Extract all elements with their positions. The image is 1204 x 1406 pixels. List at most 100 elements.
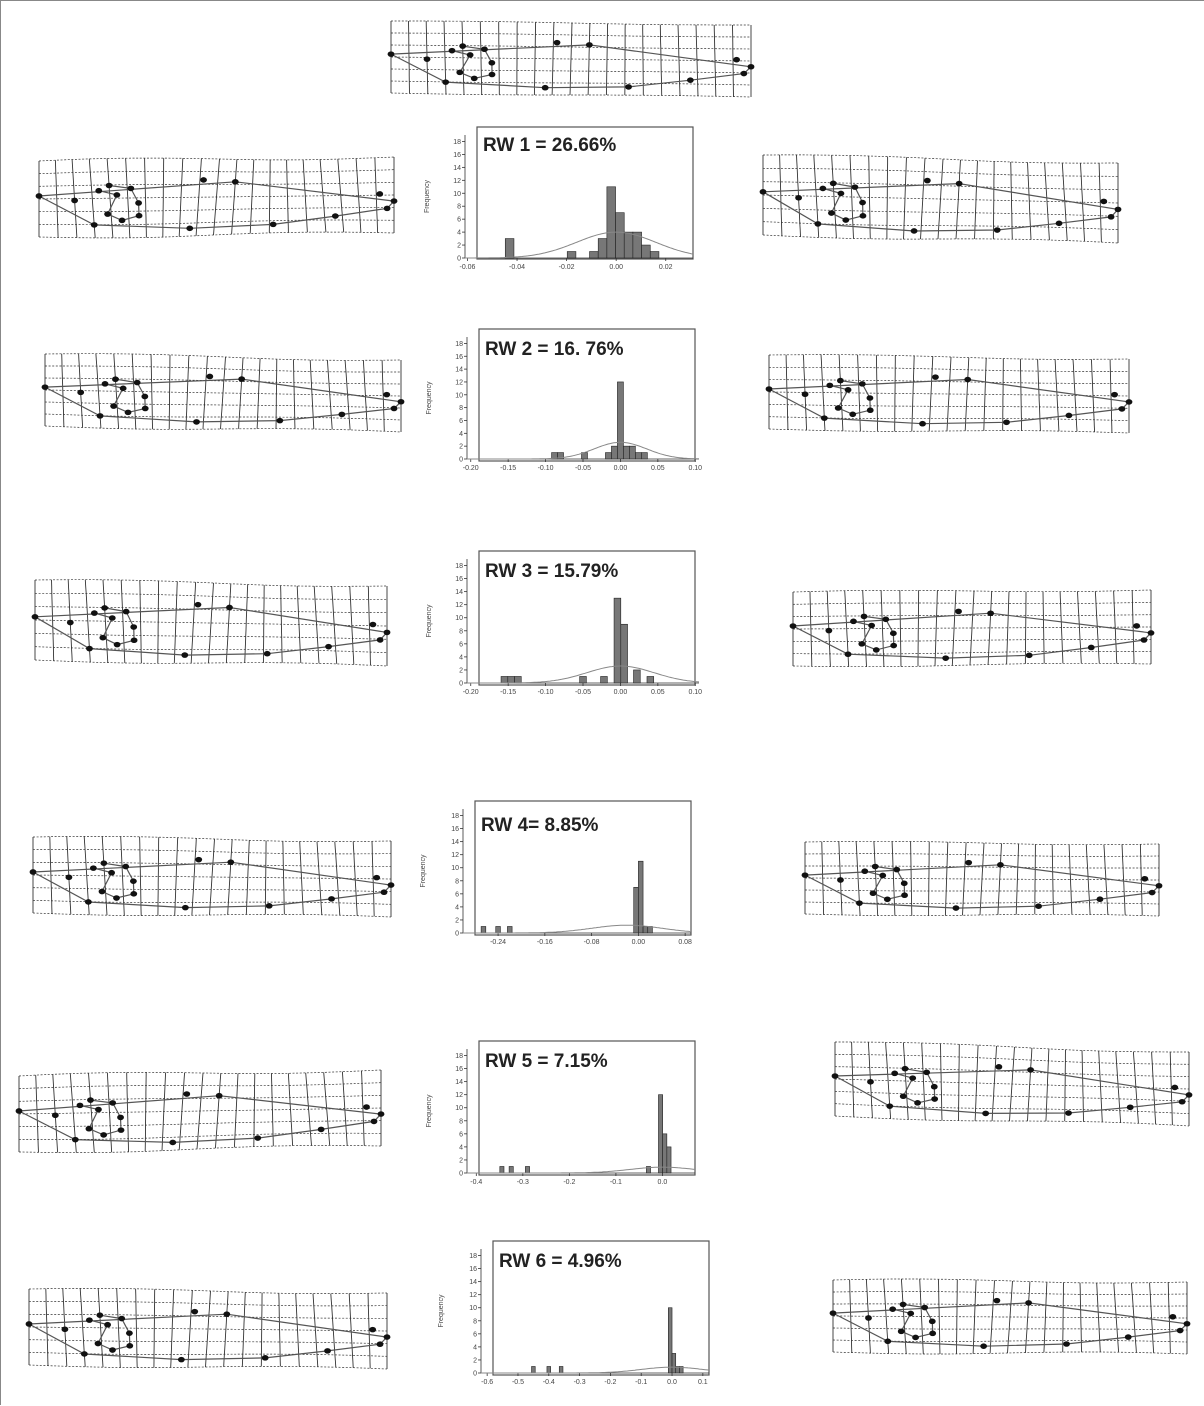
x-tick-label: -0.20 [463, 465, 479, 472]
landmark-point [838, 191, 845, 197]
landmark-point [67, 620, 74, 626]
landmark-point [77, 390, 84, 396]
histogram-bar [667, 1147, 671, 1173]
landmark-point [893, 867, 900, 873]
landmark-point [889, 1306, 896, 1312]
histogram-bar [614, 598, 621, 683]
grid-column-line [261, 1293, 262, 1367]
grid-column-line [197, 1073, 203, 1149]
grid-column-line [154, 1289, 155, 1367]
grid-row-line [769, 429, 1129, 433]
landmark-point [142, 406, 149, 412]
grid-column-line [214, 159, 220, 235]
y-tick-label: 8 [473, 1318, 477, 1325]
x-tick-label: 0.02 [659, 264, 673, 271]
y-tick-label: 6 [459, 1131, 463, 1138]
grid-row-line [33, 913, 391, 917]
landmark-point [391, 406, 398, 412]
y-tick-label: 2 [459, 444, 463, 451]
grid-row-line [19, 1121, 381, 1127]
y-tick-label: 8 [459, 405, 463, 412]
x-tick-label: 0.1 [698, 1379, 708, 1386]
deformation-grid-11 [832, 1042, 1193, 1126]
landmark-point [489, 72, 496, 78]
x-tick-label: -0.4 [543, 1379, 555, 1386]
landmark-point [384, 1334, 391, 1340]
histogram-bar [481, 926, 486, 933]
y-tick-label: 14 [455, 367, 463, 374]
histogram-bar [634, 887, 639, 933]
landmark-point [795, 195, 802, 201]
landmark-point [1026, 653, 1033, 659]
landmark-point [223, 1311, 230, 1317]
histogram-bar [672, 1353, 676, 1373]
grid-row-line [39, 157, 394, 161]
y-tick-label: 10 [469, 1305, 477, 1312]
y-tick-label: 2 [459, 1157, 463, 1164]
histogram-bar [623, 446, 629, 459]
landmark-point [65, 874, 72, 880]
landmark-point [832, 1073, 839, 1079]
grid-column-line [956, 160, 961, 239]
grid-row-line [769, 355, 1129, 360]
landmark-point [191, 1309, 198, 1315]
landmark-point [125, 410, 132, 416]
landmark-point [995, 1064, 1002, 1070]
grid-column-line [990, 1280, 994, 1353]
y-tick-label: 18 [455, 563, 463, 570]
landmark-point [625, 84, 632, 90]
landmark-point [118, 1316, 125, 1322]
landmark-point [36, 193, 43, 199]
grid-column-line [332, 586, 337, 664]
grid-row-line [763, 208, 1118, 216]
y-tick-label: 16 [451, 826, 459, 833]
landmark-point [16, 1108, 23, 1114]
landmark-point [924, 178, 931, 184]
landmark-point [52, 1112, 59, 1118]
landmark-point [929, 1331, 936, 1337]
landmark-point [384, 206, 391, 212]
histogram-bar [532, 1366, 536, 1373]
landmark-point [186, 225, 193, 231]
landmark-point [845, 387, 852, 393]
x-tick-label: -0.05 [575, 689, 591, 696]
x-tick-label: 0.00 [614, 465, 628, 472]
landmark-point [270, 222, 277, 228]
grid-column-line [1010, 1047, 1015, 1121]
grid-row-line [763, 235, 1118, 243]
y-tick-label: 12 [455, 379, 463, 386]
landmark-point [32, 614, 39, 620]
landmark-point [826, 383, 833, 389]
grid-column-line [163, 158, 164, 237]
grid-row-line [19, 1095, 381, 1101]
landmark-point [819, 186, 826, 192]
grid-row-line [39, 208, 394, 212]
landmark-point [1141, 637, 1148, 643]
landmark-point [980, 1343, 987, 1349]
y-tick-label: 14 [455, 1079, 463, 1086]
x-tick-label: -0.2 [563, 1179, 575, 1186]
grid-column-line [215, 1073, 220, 1148]
y-tick-label: 0 [459, 681, 463, 688]
landmark-point [467, 52, 474, 58]
grid-row-line [805, 890, 1159, 892]
landmark-point [328, 896, 335, 902]
grid-row-line [833, 1328, 1187, 1330]
y-tick-label: 4 [459, 654, 463, 661]
landmark-point [130, 878, 137, 884]
landmark-point [955, 609, 962, 615]
histogram-bar [650, 252, 659, 258]
landmark-point [127, 186, 134, 192]
landmark-point [852, 184, 859, 190]
histogram-bar [647, 676, 654, 683]
landmark-point [1125, 1334, 1132, 1340]
landmark-point [104, 211, 111, 217]
landmark-point [1111, 392, 1118, 398]
landmark-point [99, 889, 106, 895]
landmark-point [1184, 1321, 1191, 1327]
deformation-grid-2 [36, 157, 398, 238]
landmark-point [206, 374, 213, 380]
y-tick-label: 12 [455, 602, 463, 609]
